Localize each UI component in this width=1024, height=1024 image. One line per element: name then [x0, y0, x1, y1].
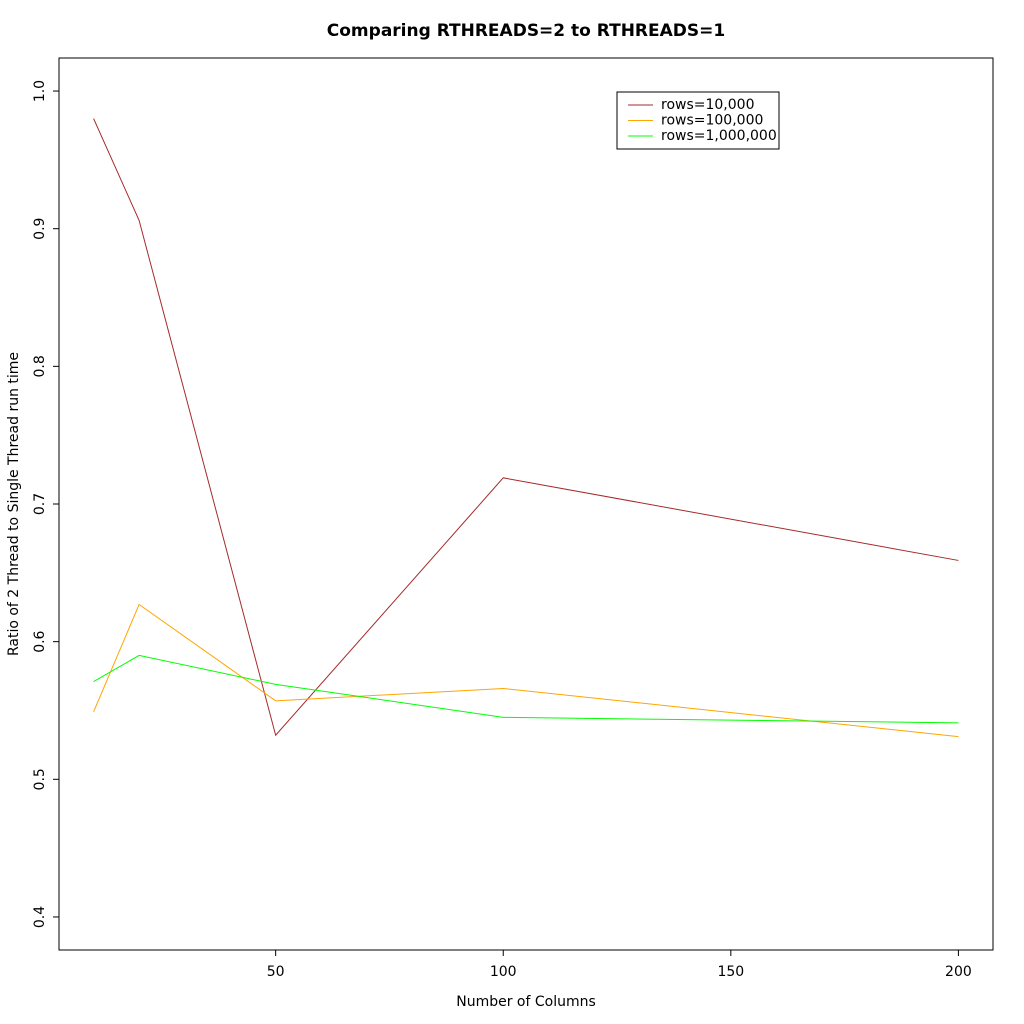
y-tick-label: 0.8: [32, 355, 48, 377]
x-tick-label: 100: [490, 964, 517, 980]
plot-box: [58, 57, 994, 951]
y-tick-label: 0.6: [32, 630, 48, 652]
y-tick-label: 0.7: [32, 493, 48, 515]
data-line: [93, 118, 959, 737]
chart-title: Comparing RTHREADS=2 to RTHREADS=1: [327, 21, 725, 41]
legend-label: rows=10,000: [661, 97, 754, 113]
y-axis-label: Ratio of 2 Thread to Single Thread run t…: [6, 352, 22, 656]
y-tick-label: 0.5: [32, 768, 48, 790]
x-tick-label: 200: [945, 964, 972, 980]
legend-label: rows=1,000,000: [661, 128, 777, 144]
x-tick-label: 50: [267, 964, 285, 980]
x-axis-label: Number of Columns: [456, 994, 596, 1010]
x-tick-label: 150: [717, 964, 744, 980]
legend-label: rows=100,000: [661, 113, 763, 129]
data-line: [93, 654, 959, 724]
y-tick-label: 0.4: [32, 906, 48, 928]
data-line: [93, 603, 959, 738]
y-tick-label: 0.9: [32, 218, 48, 240]
y-tick-label: 1.0: [32, 80, 48, 102]
